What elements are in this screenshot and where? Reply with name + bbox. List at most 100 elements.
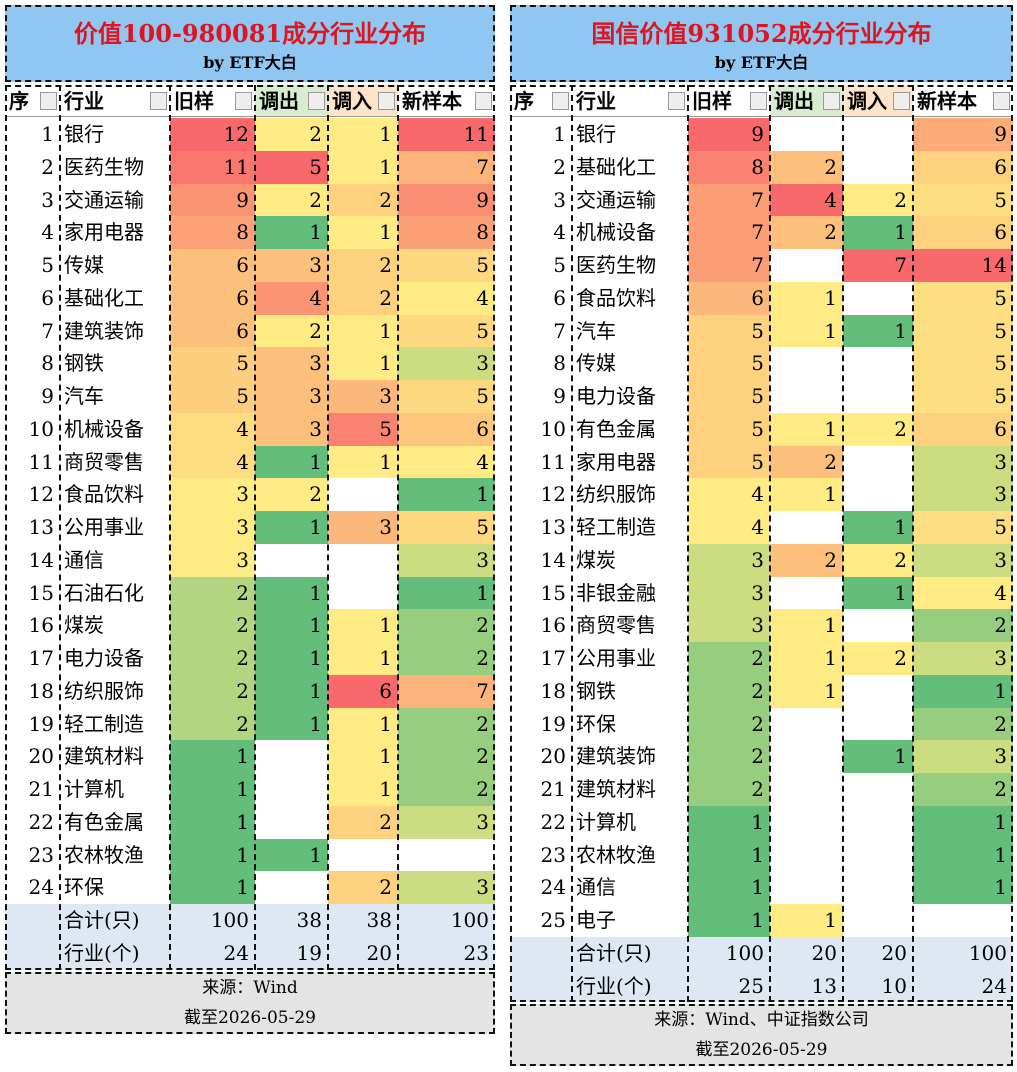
value-cell: 3 [398, 347, 495, 380]
totals-value: 20 [366, 940, 392, 965]
totals-label: 合计(只) [64, 908, 140, 932]
label-cell: 通信 [60, 543, 170, 577]
value-cell: 3 [688, 609, 770, 642]
value-cell: 1 [255, 642, 328, 675]
label-cell: 建筑装饰 [60, 314, 170, 348]
label-cell: 25 [510, 904, 572, 937]
value-cell: 2 [770, 543, 843, 577]
filter-button [668, 92, 685, 110]
label-cell: 21 [510, 773, 572, 806]
label-cell: 有色金属 [572, 412, 688, 446]
value-cell: 2 [170, 674, 255, 708]
value-cell: 1 [328, 773, 398, 806]
value-cell: 3 [255, 412, 328, 446]
value-cell: 2 [843, 642, 913, 675]
column-divider [397, 85, 399, 970]
label-cell: 银行 [60, 118, 170, 151]
value-cell: 1 [770, 478, 843, 511]
value-cell: 1 [328, 216, 398, 249]
label-cell: 21 [5, 773, 60, 806]
table-subtitle: by ETF大白 [714, 53, 809, 72]
label-cell: 19 [510, 707, 572, 741]
value-cell: 9 [688, 118, 770, 151]
value-cell: 3 [398, 805, 495, 839]
value-cell: 9 [398, 183, 495, 217]
column-divider [327, 85, 329, 970]
value-cell: 1 [913, 871, 1013, 904]
label-cell: 5 [5, 249, 60, 282]
value-cell: 2 [843, 183, 913, 217]
value-cell: 5 [170, 380, 255, 413]
filter-button [823, 92, 840, 110]
value-cell [255, 773, 328, 806]
value-cell: 2 [913, 707, 1013, 741]
value-cell: 2 [770, 150, 843, 184]
value-cell: 1 [170, 740, 255, 773]
value-cell: 4 [688, 478, 770, 511]
label-cell: 交通运输 [572, 183, 688, 217]
value-cell [843, 281, 913, 315]
header-cell: 调入 [843, 85, 913, 117]
value-cell: 2 [255, 183, 328, 217]
value-cell: 4 [688, 511, 770, 544]
value-cell [843, 150, 913, 184]
value-cell: 5 [688, 314, 770, 348]
label-cell: 14 [5, 543, 60, 577]
value-cell: 2 [255, 478, 328, 511]
label-cell: 10 [510, 412, 572, 446]
source-text: 截至2026-05-29 [183, 1007, 316, 1028]
value-cell: 3 [255, 249, 328, 282]
value-cell: 1 [770, 314, 843, 348]
value-cell: 2 [843, 543, 913, 577]
value-cell: 5 [398, 314, 495, 348]
label-cell: 23 [5, 838, 60, 872]
value-cell: 8 [170, 216, 255, 249]
label-cell: 建筑材料 [572, 773, 688, 806]
value-cell: 4 [770, 183, 843, 217]
value-cell: 2 [398, 707, 495, 741]
label-cell: 汽车 [60, 380, 170, 413]
label-cell: 钢铁 [572, 674, 688, 708]
value-cell: 6 [170, 281, 255, 315]
value-cell [328, 543, 398, 577]
value-cell: 2 [328, 183, 398, 217]
column-divider [842, 85, 844, 1003]
value-cell: 5 [913, 347, 1013, 380]
label-cell: 农林牧渔 [60, 838, 170, 872]
label-cell: 6 [510, 281, 572, 315]
value-cell: 1 [170, 805, 255, 839]
label-cell: 医药生物 [60, 150, 170, 184]
filter-button [750, 92, 767, 110]
value-cell: 9 [170, 183, 255, 217]
value-cell [843, 805, 913, 839]
value-cell: 2 [913, 773, 1013, 806]
value-cell: 3 [913, 642, 1013, 675]
label-cell: 电力设备 [572, 380, 688, 413]
value-cell: 3 [398, 543, 495, 577]
totals-label: 行业(个) [64, 940, 140, 965]
totals-label: 合计(只) [576, 940, 652, 965]
label-cell: 8 [510, 347, 572, 380]
value-cell: 2 [688, 674, 770, 708]
value-cell: 5 [688, 412, 770, 446]
label-cell: 9 [5, 380, 60, 413]
value-cell: 3 [170, 478, 255, 511]
label-cell: 石油石化 [60, 576, 170, 610]
value-cell: 1 [328, 150, 398, 184]
value-cell: 1 [843, 314, 913, 348]
value-cell: 5 [398, 380, 495, 413]
totals-value: 23 [463, 940, 489, 965]
label-cell: 纺织服饰 [60, 674, 170, 708]
title-bar [510, 5, 1013, 82]
label-cell: 机械设备 [60, 412, 170, 446]
value-cell: 2 [770, 216, 843, 249]
label-cell: 公用事业 [60, 511, 170, 544]
value-cell: 2 [170, 642, 255, 675]
label-cell: 农林牧渔 [572, 838, 688, 872]
value-cell: 5 [913, 314, 1013, 348]
table-title: 国信价值931052成分行业分布 [591, 19, 932, 48]
value-cell [255, 543, 328, 577]
value-cell: 12 [170, 118, 255, 151]
value-cell: 5 [255, 150, 328, 184]
value-cell: 1 [328, 707, 398, 741]
